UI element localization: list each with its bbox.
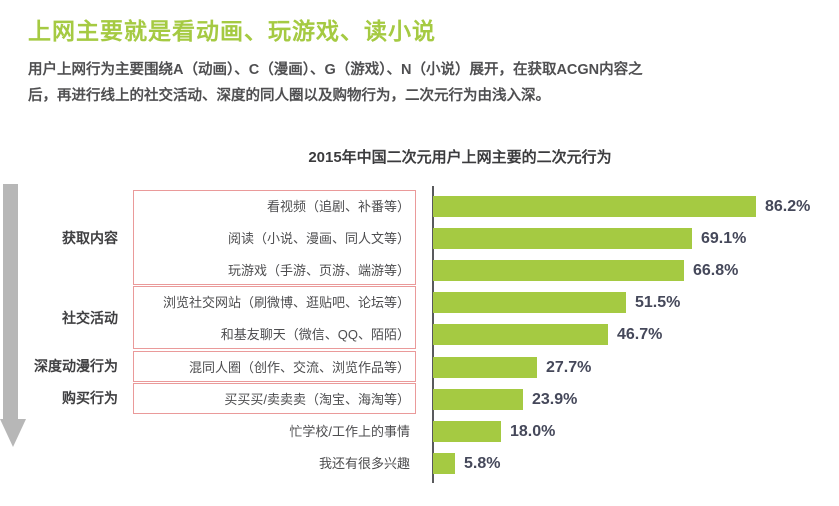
chart-row: 买买买/卖卖卖（淘宝、海淘等） 23.9% [0,389,839,410]
bar-label: 阅读（小说、漫画、同人文等） [227,231,410,246]
bar-value-label: 66.8% [693,262,739,279]
bar-value-label: 69.1% [701,230,747,247]
bar-label: 玩游戏（手游、页游、端游等） [227,263,410,278]
chart-row: 混同人圈（创作、交流、浏览作品等） 27.7% [0,357,839,378]
group-label: 社交活动 [62,310,118,326]
chart-row: 忙学校/工作上的事情 18.0% [0,421,839,442]
bar-value-label: 86.2% [765,198,811,215]
group-box [133,190,416,285]
bar-label: 看视频（追剧、补番等） [266,199,410,214]
bar-value-label: 5.8% [464,455,501,472]
group-label: 获取内容 [62,230,118,246]
description-line-2: 后，再进行线上的社交活动、深度的同人圈以及购物行为，二次元行为由浅入深。 [28,88,550,104]
group-box [133,351,416,382]
arrow-head [0,419,26,447]
group-box [133,383,416,414]
bar [433,453,455,474]
bar-value-label: 46.7% [617,326,663,343]
group-box [133,286,416,349]
description-line-1: 用户上网行为主要围绕A（动画）、C（漫画）、G（游戏）、N（小说）展开，在获取A… [28,62,643,78]
bar [433,389,523,410]
bar-value-label: 23.9% [532,391,578,408]
bar-label: 混同人圈（创作、交流、浏览作品等） [188,360,410,375]
bar [433,196,756,217]
chart-row: 看视频（追剧、补番等） 86.2% [0,196,839,217]
bar [433,357,537,378]
group-label: 深度动漫行为 [34,358,118,374]
chart-row: 我还有很多兴趣 5.8% [0,453,839,474]
chart-row: 浏览社交网站（刷微博、逛贴吧、论坛等） 51.5% [0,292,839,313]
bar-label: 和基友聊天（微信、QQ、陌陌） [220,327,410,342]
bar [433,324,608,345]
bar [433,292,626,313]
bar-label: 忙学校/工作上的事情 [289,424,410,439]
page-title: 上网主要就是看动画、玩游戏、读小说 [28,18,436,44]
bar [433,228,692,249]
bar-value-label: 27.7% [546,359,592,376]
chart-title: 2015年中国二次元用户上网主要的二次元行为 [308,149,612,166]
chart-row: 玩游戏（手游、页游、端游等） 66.8% [0,260,839,281]
chart-row: 和基友聊天（微信、QQ、陌陌） 46.7% [0,324,839,345]
bar [433,421,501,442]
group-label: 购买行为 [62,390,118,406]
bar-label: 买买买/卖卖卖（淘宝、海淘等） [224,392,410,407]
bar-value-label: 51.5% [635,294,681,311]
page-description: 用户上网行为主要围绕A（动画）、C（漫画）、G（游戏）、N（小说）展开，在获取A… [28,57,818,109]
bar [433,260,684,281]
arrow-stem [3,184,18,419]
bar-value-label: 18.0% [510,423,556,440]
bar-label: 浏览社交网站（刷微博、逛贴吧、论坛等） [162,295,410,310]
bar-label: 我还有很多兴趣 [318,456,410,471]
chart-row: 阅读（小说、漫画、同人文等） 69.1% [0,228,839,249]
